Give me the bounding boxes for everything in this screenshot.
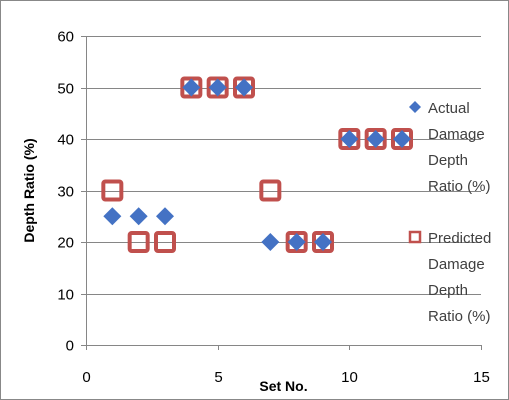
predicted-point: [127, 231, 150, 253]
legend-label: Damage: [428, 126, 485, 143]
legend-square-marker: [408, 230, 422, 244]
tick-labels: 0 10 20 30 40 50 60 0 5 10 15: [57, 29, 490, 387]
series-predicted: [101, 76, 413, 253]
actual-point: [156, 207, 174, 226]
x-tick-label: 5: [214, 369, 222, 386]
x-axis-title: Set No.: [259, 378, 307, 394]
legend-label: Depth: [428, 152, 468, 169]
series-actual: [103, 78, 411, 251]
actual-point: [235, 78, 253, 97]
predicted-point: [259, 179, 282, 202]
legend-label: Ratio (%): [428, 178, 491, 195]
legend-entry: Predicted Damage Depth Ratio (%): [408, 230, 491, 325]
y-tick-label: 20: [57, 235, 74, 252]
y-tick-label: 60: [57, 29, 74, 46]
actual-point: [208, 78, 227, 97]
x-tick-label: 15: [473, 369, 490, 386]
legend-label: Damage: [428, 256, 485, 273]
predicted-point: [154, 231, 176, 253]
axes: [81, 36, 482, 350]
legend: Actual Damage Depth Ratio (%) Predicted Damag…: [408, 100, 491, 325]
legend-label: Depth: [428, 282, 468, 299]
legend-entry: Actual Damage Depth Ratio (%): [409, 100, 491, 195]
actual-point: [366, 130, 385, 148]
x-tick-label: 0: [82, 369, 90, 386]
legend-label: Actual: [428, 100, 470, 117]
legend-diamond-marker: [409, 101, 421, 113]
actual-point: [340, 130, 359, 148]
actual-point: [129, 207, 148, 226]
actual-point: [287, 233, 306, 251]
y-tick-label: 40: [57, 132, 74, 149]
legend-label: Ratio (%): [428, 308, 491, 325]
legend-label: Predicted: [428, 230, 491, 247]
y-tick-label: 50: [57, 81, 74, 98]
y-axis-title: Depth Ratio (%): [21, 138, 37, 242]
y-tick-label: 0: [66, 338, 74, 355]
actual-point: [182, 78, 201, 97]
x-tick-label: 10: [341, 369, 358, 386]
y-tick-label: 30: [57, 184, 74, 201]
actual-point: [393, 130, 411, 148]
data-series: [101, 76, 413, 253]
predicted-point: [101, 179, 124, 202]
gridlines: [86, 36, 481, 295]
actual-point: [314, 233, 332, 251]
actual-point: [261, 233, 280, 251]
y-tick-label: 10: [57, 287, 74, 304]
actual-point: [103, 207, 122, 226]
